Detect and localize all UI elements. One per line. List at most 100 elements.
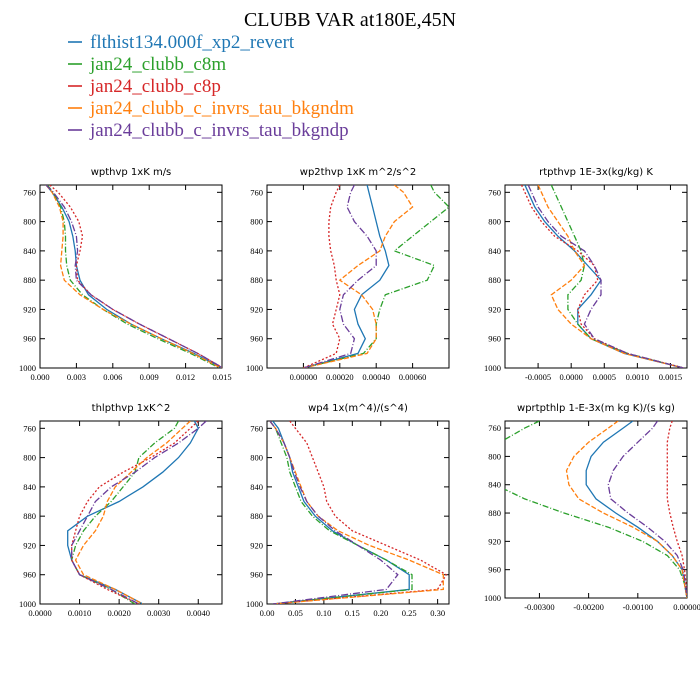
y-tick-label: 840 — [250, 482, 263, 492]
y-tick-label: 920 — [250, 304, 263, 314]
x-tick-label: 0.0015 — [659, 372, 682, 382]
legend-label: jan24_clubb_c8p — [89, 76, 221, 97]
series-line — [74, 421, 191, 604]
x-tick-label: 0.25 — [402, 608, 417, 618]
y-tick-label: 960 — [23, 334, 36, 344]
x-tick-label: 0.0010 — [68, 608, 91, 618]
x-tick-label: 0.009 — [140, 372, 159, 382]
subplot: wprtpthlp 1-E-3x(m kg K)/(s kg) 760 800 840… — [484, 403, 700, 612]
series-line — [537, 185, 684, 368]
x-tick-label: 0.20 — [373, 608, 388, 618]
plot-frame — [504, 420, 688, 599]
series-line — [46, 185, 220, 368]
y-tick-label: 960 — [488, 334, 501, 344]
plot-frame — [504, 184, 688, 369]
series-line — [524, 185, 684, 368]
x-tick-label: 0.05 — [288, 608, 303, 618]
series-line — [303, 185, 341, 368]
series-line — [45, 185, 222, 368]
y-tick-label: 920 — [23, 304, 36, 314]
y-tick-label: 840 — [23, 246, 36, 256]
legend: flthist134.000f_xp2_revertjan24_clubb_c8… — [68, 32, 354, 141]
y-tick-label: 840 — [23, 482, 36, 492]
subplot: thlpthvp 1xK^276080084088092096010000.00… — [19, 403, 223, 618]
series-line — [505, 421, 687, 598]
y-tick-label: 760 — [23, 423, 36, 433]
y-tick-label: 1000 — [484, 363, 501, 373]
series-line — [303, 185, 414, 368]
y-tick-label: 760 — [250, 187, 263, 197]
legend-label: jan24_clubb_c_invrs_tau_bkgndp — [89, 120, 349, 141]
subplot: rtpthvp 1E-3x(kg/kg) K 760 800 840 880 920 960… — [484, 167, 688, 382]
series-line — [272, 421, 448, 604]
series-line — [303, 185, 449, 368]
series-line — [520, 185, 684, 368]
subplot-title: wpthvp 1xK m/s — [91, 167, 172, 178]
subplot: wp4 1x(m^4)/(s^4)76080084088092096010000… — [246, 403, 450, 618]
series-line — [607, 421, 687, 598]
y-tick-label: 800 — [488, 451, 501, 461]
x-tick-label: -0.00300 — [524, 602, 554, 612]
series-line — [45, 185, 222, 368]
x-tick-label: 0.15 — [345, 608, 360, 618]
x-tick-label: 0.0040 — [187, 608, 210, 618]
subplot-title: wp2thvp 1xK m^2/s^2 — [300, 167, 416, 178]
series-line — [550, 185, 684, 368]
y-tick-label: 880 — [23, 511, 36, 521]
y-tick-label: 800 — [23, 217, 36, 227]
plot-frame — [266, 420, 450, 605]
y-tick-label: 880 — [23, 275, 36, 285]
series-line — [269, 421, 413, 604]
x-tick-label: 0.006 — [103, 372, 122, 382]
y-tick-label: 800 — [250, 453, 263, 463]
y-tick-label: 880 — [488, 508, 501, 518]
subplot: wp2thvp 1xK m^2/s^2 760 800 840 880 920 960 100… — [246, 167, 450, 382]
x-tick-label: -0.00200 — [573, 602, 603, 612]
series-line — [527, 185, 684, 368]
y-tick-label: 760 — [23, 187, 36, 197]
x-tick-label: 0.0000 — [28, 608, 51, 618]
legend-label: jan24_clubb_c8m — [89, 54, 226, 75]
plot-frame — [39, 420, 223, 605]
y-tick-label: 880 — [488, 275, 501, 285]
y-tick-label: 880 — [250, 275, 263, 285]
x-tick-label: 0.0000 — [559, 372, 582, 382]
x-tick-label: 0.00040 — [362, 372, 390, 382]
x-tick-label: 0.10 — [316, 608, 331, 618]
series-line — [303, 185, 390, 368]
subplot-title: rtpthvp 1E-3x(kg/kg) K — [539, 167, 653, 178]
legend-label: jan24_clubb_c_invrs_tau_bkgndm — [89, 98, 354, 119]
series-line — [565, 421, 687, 598]
x-tick-label: 0.0010 — [626, 372, 649, 382]
plot-frame — [39, 184, 223, 369]
y-tick-label: 960 — [488, 565, 501, 575]
series-line — [585, 421, 687, 598]
x-tick-label: 0.00000 — [290, 372, 318, 382]
subplot: wpthvp 1xK m/s76080084088092096010000.00… — [19, 167, 232, 382]
series-line — [71, 421, 207, 604]
legend-label: flthist134.000f_xp2_revert — [90, 32, 295, 53]
series-line — [272, 421, 410, 604]
plot-frame — [266, 184, 450, 369]
y-tick-label: 1000 — [484, 593, 501, 603]
panels: wpthvp 1xK m/s 760 800 840 880 920 960 1000 0.00… — [19, 167, 700, 618]
y-tick-label: 800 — [488, 217, 501, 227]
x-tick-label: 0.00020 — [326, 372, 354, 382]
series-line — [71, 421, 180, 604]
x-tick-label: 0.0005 — [593, 372, 616, 382]
subplot-title: wprtpthlp 1-E-3x(m kg K)/(s kg) — [517, 403, 675, 414]
subplot-title: thlpthvp 1xK^2 — [92, 403, 171, 414]
series-line — [269, 421, 444, 604]
x-tick-label: 0.003 — [67, 372, 86, 382]
series-line — [45, 185, 222, 368]
x-tick-label: 0.00060 — [399, 372, 427, 382]
x-tick-label: 0.0030 — [147, 608, 170, 618]
x-tick-label: 0.00000 — [673, 602, 700, 612]
y-tick-label: 960 — [250, 570, 263, 580]
series-line — [303, 185, 377, 368]
y-tick-label: 760 — [250, 423, 263, 433]
x-tick-label: 0.0020 — [107, 608, 130, 618]
y-tick-label: 760 — [488, 187, 501, 197]
series-line — [269, 421, 399, 604]
